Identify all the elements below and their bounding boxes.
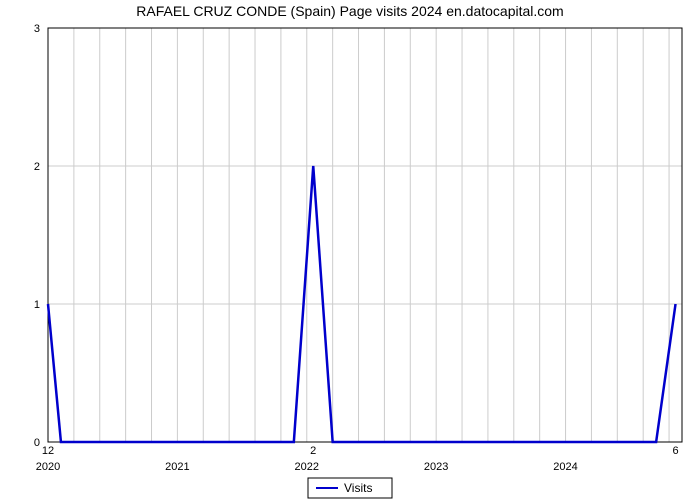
y-tick-label: 1 xyxy=(34,299,40,311)
legend-label: Visits xyxy=(344,481,372,495)
x-tick-label: 2024 xyxy=(553,461,577,473)
x-tick-label: 2023 xyxy=(424,461,448,473)
chart-title: RAFAEL CRUZ CONDE (Spain) Page visits 20… xyxy=(136,3,563,19)
chart-container: RAFAEL CRUZ CONDE (Spain) Page visits 20… xyxy=(0,0,700,500)
y-tick-label: 2 xyxy=(34,161,40,173)
point-label: 2 xyxy=(310,445,316,457)
y-tick-label: 3 xyxy=(34,23,40,35)
y-tick-label: 0 xyxy=(34,437,40,449)
point-label: 6 xyxy=(672,445,678,457)
point-label: 12 xyxy=(42,445,54,457)
x-tick-label: 2021 xyxy=(165,461,189,473)
x-tick-label: 2022 xyxy=(295,461,319,473)
line-chart: RAFAEL CRUZ CONDE (Spain) Page visits 20… xyxy=(0,0,700,500)
x-tick-label: 2020 xyxy=(36,461,60,473)
chart-bg xyxy=(0,0,700,500)
